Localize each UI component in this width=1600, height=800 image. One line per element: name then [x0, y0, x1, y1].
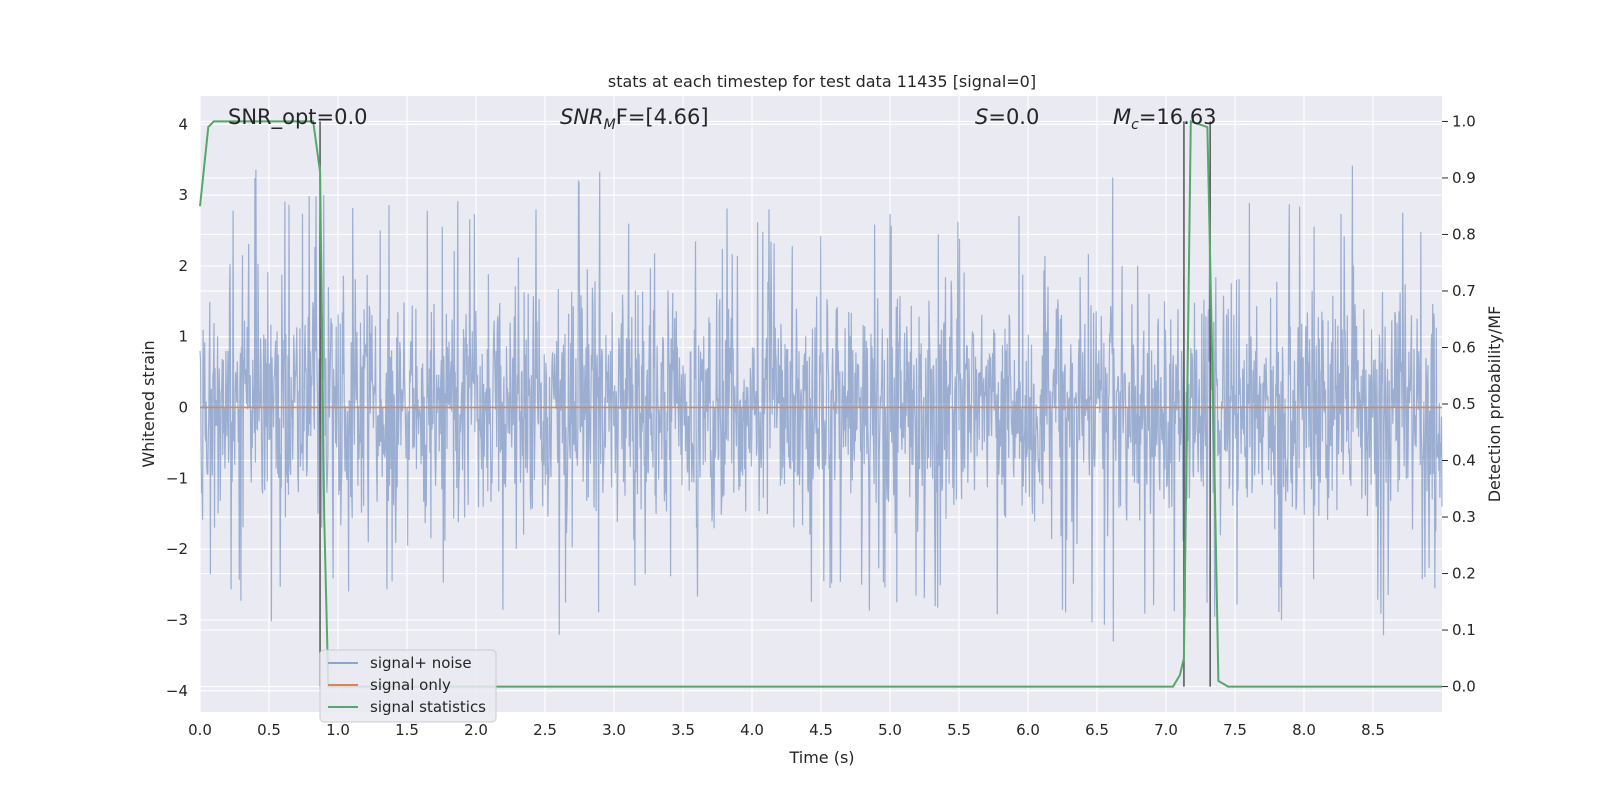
y-tick-label: −2	[166, 540, 188, 558]
y-tick-label: 1	[178, 328, 188, 346]
legend-label-signal-noise: signal+ noise	[370, 654, 472, 672]
y-tick-label: −4	[166, 682, 188, 700]
annotation-snr-opt: SNR_opt=0.0	[228, 105, 368, 130]
legend-label-signal-only: signal only	[370, 676, 451, 694]
annotation-snr-mf-main: SNR	[560, 105, 604, 129]
series-signal-noise	[199, 165, 1443, 642]
y2-axis-ticks: 1.0 0.9 0.8 0.7 0.6 0.5 0.4 0.3 0.2 0.1 0.0	[1442, 112, 1476, 696]
annotation-mc-sub: c	[1131, 117, 1139, 133]
legend-label-signal-statistics: signal statistics	[370, 698, 486, 716]
legend-box	[319, 649, 497, 723]
y2-tick-label: 0.5	[1452, 395, 1476, 413]
x-tick-label: 4.0	[740, 721, 764, 739]
annotation-mc-rest: =16.63	[1139, 105, 1217, 129]
y-tick-label: −3	[166, 611, 188, 629]
y-axis-ticks: 4 3 2 1 0 −1 −2 −3 −4	[166, 115, 188, 699]
y2-tick-label: 1.0	[1452, 112, 1476, 130]
x-tick-label: 2.0	[464, 721, 488, 739]
x-tick-label: 5.5	[947, 721, 971, 739]
y2-tick-label: 0.1	[1452, 621, 1476, 639]
y-axis-label: Whitened strain	[139, 340, 158, 467]
annotation-snr-mf-sub: M	[604, 117, 616, 133]
x-tick-label: 0.5	[257, 721, 281, 739]
x-tick-label: 7.5	[1223, 721, 1247, 739]
y2-tick-label: 0.7	[1452, 282, 1476, 300]
y-tick-label: 2	[178, 257, 188, 275]
x-tick-label: 4.5	[809, 721, 833, 739]
y-tick-label: 3	[178, 186, 188, 204]
y2-tick-label: 0.9	[1452, 169, 1476, 187]
annotation-snr-mf: SNRMF=[4.66]	[560, 105, 709, 133]
x-tick-label: 8.5	[1361, 721, 1385, 739]
annotation-s-main: S	[975, 105, 988, 129]
legend: signal+ noise signal only signal statist…	[319, 649, 497, 723]
x-tick-label: 6.5	[1085, 721, 1109, 739]
x-tick-label: 6.0	[1016, 721, 1040, 739]
chart-title: stats at each timestep for test data 114…	[608, 72, 1036, 91]
x-tick-label: 5.0	[878, 721, 902, 739]
annotation-mc-main: M	[1113, 105, 1131, 129]
x-tick-label: 3.0	[602, 721, 626, 739]
x-tick-label: 3.5	[671, 721, 695, 739]
y-tick-label: 0	[178, 399, 188, 417]
signal-noise-line	[199, 165, 1443, 642]
y2-tick-label: 0.6	[1452, 338, 1476, 356]
x-tick-label: 1.5	[395, 721, 419, 739]
x-tick-label: 7.0	[1154, 721, 1178, 739]
y2-tick-label: 0.0	[1452, 678, 1476, 696]
y2-tick-label: 0.2	[1452, 565, 1476, 583]
y-tick-label: −1	[166, 469, 188, 487]
y2-tick-label: 0.8	[1452, 225, 1476, 243]
annotation-mc: Mc=16.63	[1113, 105, 1217, 133]
y2-tick-label: 0.4	[1452, 452, 1476, 470]
y2-axis-label: Detection probability/MF	[1485, 306, 1504, 503]
y2-tick-label: 0.3	[1452, 508, 1476, 526]
x-tick-label: 0.0	[188, 721, 212, 739]
x-tick-label: 8.0	[1292, 721, 1316, 739]
x-tick-label: 1.0	[326, 721, 350, 739]
x-axis-ticks: 0.0 0.5 1.0 1.5 2.0 2.5 3.0 3.5 4.0 4.5 5.0 5.5 6.0 6…	[188, 721, 1385, 739]
x-tick-label: 2.5	[533, 721, 557, 739]
annotation-s: S=0.0	[975, 105, 1039, 129]
y-tick-label: 4	[178, 115, 188, 133]
annotation-snr-mf-rest: F=[4.66]	[616, 105, 709, 129]
x-axis-label: Time (s)	[788, 748, 854, 767]
annotation-s-rest: =0.0	[988, 105, 1039, 129]
